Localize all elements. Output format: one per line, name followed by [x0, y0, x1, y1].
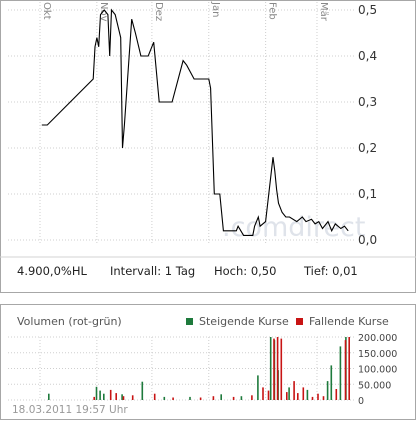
volume-bar-falling	[311, 396, 314, 400]
info-exchange: 4.900,0%HL	[17, 264, 87, 278]
volume-bar-falling	[286, 392, 288, 400]
volume-bar-falling	[276, 337, 279, 400]
info-low: Tief: 0,01	[303, 264, 358, 278]
info-high: Hoch: 0,50	[214, 264, 276, 278]
volume-bar-rising	[121, 394, 123, 400]
volume-bar-falling	[109, 389, 112, 400]
legend-falling-swatch	[296, 318, 303, 325]
volume-y-tick-label: 50.000	[358, 380, 391, 391]
volume-y-tick-label: 150.000	[358, 349, 397, 360]
price-line	[41, 8, 349, 236]
legend-rising-swatch	[186, 318, 193, 325]
volume-bar-rising	[326, 381, 329, 400]
x-tick-label: Jan	[210, 1, 221, 17]
price-grid	[8, 2, 356, 245]
volume-panel-border	[0, 304, 416, 420]
volume-bar-rising	[306, 389, 309, 400]
watermark: .comdirect	[222, 212, 365, 243]
volume-bar-falling	[267, 390, 270, 400]
volume-panel: Volumen (rot-grün) Steigende Kurse Falle…	[0, 304, 416, 420]
volume-bar-falling	[93, 396, 95, 400]
volume-bar-rising	[257, 375, 259, 400]
volume-bar-rising	[103, 393, 105, 400]
volume-bar-falling	[317, 393, 319, 400]
y-tick-label: 0,1	[358, 187, 377, 201]
volume-bar-falling	[344, 340, 347, 400]
volume-bar-rising	[339, 346, 342, 400]
volume-bar-falling	[280, 338, 283, 400]
volume-bar-rising	[220, 394, 222, 400]
volume-bar-falling	[122, 396, 125, 400]
volume-bar-falling	[199, 397, 202, 400]
y-tick-label: 0,5	[358, 3, 377, 17]
info-interval: Intervall: 1 Tag	[110, 264, 195, 278]
price-x-ticks: Okt Nov Dez Jan Feb Mär	[41, 1, 329, 22]
volume-y-tick-label: 200.000	[358, 333, 397, 344]
volume-bar-falling	[172, 397, 174, 400]
volume-bar-falling	[297, 393, 299, 400]
x-tick-label: Okt	[41, 2, 52, 20]
info-bar: 4.900,0%HL Intervall: 1 Tag Hoch: 0,50 T…	[17, 264, 358, 278]
volume-bar-falling	[251, 395, 253, 400]
volume-y-tick-label: 0	[358, 396, 364, 407]
volume-bar-rising	[189, 396, 191, 400]
volume-bar-rising	[99, 390, 101, 400]
volume-bar-falling	[153, 393, 156, 400]
y-tick-label: 0,2	[358, 141, 377, 155]
volume-bar-falling	[348, 337, 350, 400]
volume-bar-rising	[141, 381, 144, 400]
volume-bar-falling	[232, 396, 235, 400]
volume-bar-falling	[302, 387, 305, 400]
legend-rising-label: Steigende Kurse	[199, 315, 289, 328]
volume-bar-falling	[293, 381, 295, 400]
legend-falling-label: Fallende Kurse	[309, 315, 389, 328]
volume-y-tick-label: 100.000	[358, 365, 397, 376]
volume-bar-falling	[262, 387, 264, 400]
y-tick-label: 0,3	[358, 95, 377, 109]
volume-bar-falling	[273, 338, 275, 400]
volume-bar-falling	[322, 396, 325, 400]
volume-y-ticks: 200.000 150.000 100.000 50.000 0	[358, 333, 397, 407]
volume-bar-falling	[335, 389, 338, 400]
x-tick-label: Mär	[318, 2, 329, 22]
footer-timestamp: 18.03.2011 19:57 Uhr	[12, 404, 128, 416]
volume-bar-rising	[48, 393, 50, 400]
volume-bar-rising	[95, 386, 98, 400]
volume-grid	[8, 336, 356, 401]
x-tick-label: Feb	[267, 2, 278, 20]
price-panel-border	[0, 0, 416, 293]
volume-legend: Steigende Kurse Fallende Kurse	[186, 315, 389, 328]
x-tick-label: Dez	[153, 2, 164, 21]
volume-bars	[48, 337, 350, 400]
volume-bar-rising	[288, 387, 290, 400]
volume-bar-falling	[115, 393, 117, 400]
volume-bar-falling	[212, 396, 215, 400]
volume-bar-rising	[269, 337, 272, 400]
y-tick-label: 0,4	[358, 49, 377, 63]
volume-bar-rising	[163, 396, 166, 400]
volume-title: Volumen (rot-grün)	[17, 315, 122, 328]
volume-bar-rising	[330, 365, 333, 400]
y-tick-label: 0,0	[358, 233, 377, 247]
price-y-ticks: 0,5 0,4 0,3 0,2 0,1 0,0	[358, 3, 377, 247]
volume-bar-falling	[131, 395, 134, 400]
volume-bar-rising	[240, 396, 243, 400]
price-panel: .comdirect Okt Nov Dez Jan Feb Mär 0,50,40,30…	[0, 0, 416, 293]
